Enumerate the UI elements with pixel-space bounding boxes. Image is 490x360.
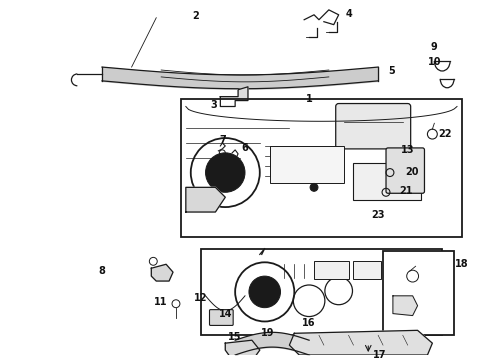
Text: 19: 19 — [261, 328, 274, 338]
Text: 8: 8 — [98, 266, 105, 276]
FancyBboxPatch shape — [336, 104, 411, 149]
Circle shape — [249, 276, 280, 308]
Bar — [181, 99, 462, 237]
Polygon shape — [186, 187, 225, 212]
Polygon shape — [225, 340, 260, 357]
Text: 7: 7 — [219, 135, 226, 145]
Circle shape — [310, 183, 318, 191]
Text: 18: 18 — [455, 259, 469, 269]
Text: 2: 2 — [192, 11, 199, 21]
Text: 20: 20 — [405, 167, 418, 177]
Polygon shape — [220, 87, 248, 107]
Bar — [353, 163, 420, 200]
Text: 14: 14 — [219, 309, 232, 319]
Bar — [353, 261, 381, 279]
Text: 15: 15 — [228, 332, 242, 342]
Text: 11: 11 — [154, 297, 168, 307]
Polygon shape — [393, 296, 417, 316]
Text: 21: 21 — [399, 186, 413, 196]
FancyBboxPatch shape — [386, 148, 424, 193]
Text: 5: 5 — [389, 66, 395, 76]
Text: 4: 4 — [345, 9, 352, 19]
Text: 16: 16 — [302, 319, 316, 328]
Text: 12: 12 — [194, 293, 207, 303]
Bar — [200, 248, 442, 335]
Polygon shape — [151, 264, 173, 281]
Text: 22: 22 — [439, 129, 452, 139]
Text: 13: 13 — [401, 145, 415, 155]
Text: 6: 6 — [242, 143, 248, 153]
Circle shape — [206, 153, 245, 192]
Bar — [314, 261, 348, 279]
Text: 3: 3 — [210, 99, 217, 109]
Bar — [383, 251, 454, 335]
FancyBboxPatch shape — [210, 310, 233, 325]
Text: 1: 1 — [306, 94, 313, 104]
Text: 23: 23 — [371, 210, 385, 220]
Bar — [270, 146, 343, 183]
Text: 9: 9 — [431, 42, 438, 52]
Text: 17: 17 — [373, 350, 387, 360]
Polygon shape — [290, 330, 432, 355]
Text: 10: 10 — [428, 57, 441, 67]
